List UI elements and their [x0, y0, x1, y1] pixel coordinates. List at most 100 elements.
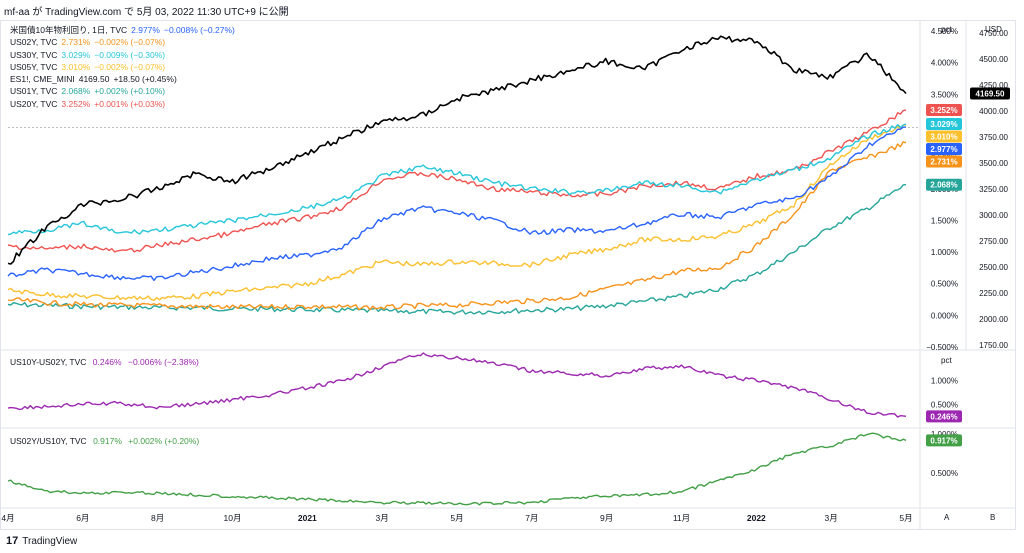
- legend-symbol: US20Y, TVC: [10, 98, 58, 109]
- x-tick-label: 2022: [747, 513, 766, 523]
- series-line-us01y: [7, 183, 907, 315]
- legend-change: +0.002% (+0.10%): [94, 86, 166, 97]
- pct-tick-label: −0.500%: [926, 343, 958, 352]
- usd-tick-label: 3750.00: [979, 133, 1008, 142]
- x-tick-label: 5月: [899, 513, 912, 523]
- pane2-legend: US10Y-US02Y, TVC 0.246% −0.006% (−2.38%): [10, 356, 203, 368]
- ratio-tag: 0.917%: [930, 436, 957, 445]
- es1-tag-bg: [970, 87, 1010, 100]
- legend-symbol: US01Y, TVC: [10, 86, 58, 97]
- legend-row: US30Y, TVC 3.029% −0.009% (−0.30%): [10, 49, 239, 61]
- us01y-tag: 2.068%: [930, 181, 957, 190]
- usd-tick-label: 2250.00: [979, 289, 1008, 298]
- es1-tag: 4169.50: [976, 89, 1005, 98]
- legend-symbol: US10Y-US02Y, TVC: [10, 357, 87, 367]
- pct-tick-label: 1.000%: [931, 248, 958, 257]
- x-tick-label: 8月: [151, 513, 164, 523]
- us05y-tag: 3.010%: [930, 133, 957, 142]
- us20y-tag-bg: [926, 103, 962, 116]
- legend-value: 2.068%: [61, 86, 91, 97]
- auto-scale-button[interactable]: A: [944, 513, 950, 522]
- ratio-tag-bg: [926, 434, 962, 447]
- pane2-tick-label: 0.500%: [931, 400, 958, 409]
- pane3-tick-label: 0.500%: [931, 469, 958, 478]
- legend-row: US02Y, TVC 2.731% −0.002% (−0.07%): [10, 36, 239, 48]
- legend-symbol: US02Y, TVC: [10, 37, 58, 48]
- legend-spread: US10Y-US02Y, TVC 0.246% −0.006% (−2.38%): [10, 356, 203, 368]
- series-line-spread: [7, 352, 907, 418]
- legend-row: US01Y, TVC 2.068% +0.002% (+0.10%): [10, 85, 239, 97]
- legend-change: +0.002% (+0.20%): [128, 436, 200, 446]
- pct-tick-label: 4.000%: [931, 59, 958, 68]
- legend-change: −0.002% (−0.07%): [94, 37, 166, 48]
- usd-tick-label: 4750.00: [979, 29, 1008, 38]
- usd-tick-label: 3500.00: [979, 159, 1008, 168]
- legend-value: 3.029%: [61, 49, 91, 60]
- legend-change: −0.008% (−0.27%): [163, 25, 235, 35]
- pct-tick-label: 3.500%: [931, 90, 958, 99]
- usd-tick-label: 4250.00: [979, 81, 1008, 90]
- legend-value: 0.246%: [92, 357, 122, 367]
- series-line-us02y: [7, 141, 907, 311]
- x-tick-label: 2021: [298, 513, 317, 523]
- usd-scale-button[interactable]: USD: [985, 25, 1002, 34]
- pane3-legend: US02Y/US10Y, TVC 0.917% +0.002% (+0.20%): [10, 435, 203, 447]
- x-tick-label: 3月: [376, 513, 389, 523]
- series-line-us30y: [7, 123, 907, 236]
- series-line-es1: [7, 35, 907, 265]
- usd-tick-label: 4000.00: [979, 107, 1008, 116]
- pane2-tick-label: 1.000%: [931, 377, 958, 386]
- us02y-tag-bg: [926, 155, 962, 168]
- usd-tick-label: 2750.00: [979, 237, 1008, 246]
- legend-value: 2.977%: [131, 25, 160, 35]
- us01y-tag-bg: [926, 178, 962, 191]
- pct-tick-label: 4.500%: [931, 27, 958, 36]
- series-line-us10y: [7, 126, 907, 282]
- us05y-tag-bg: [926, 130, 962, 143]
- legend-row: ES1!, CME_MINI 4169.50 +18.50 (+0.45%): [10, 73, 239, 85]
- x-tick-label: 10月: [224, 513, 242, 523]
- legend-symbol: US05Y, TVC: [10, 61, 58, 72]
- legend-change: −0.009% (−0.30%): [94, 49, 166, 60]
- us02y-tag: 2.731%: [930, 158, 957, 167]
- pct-scale-button[interactable]: pct: [941, 25, 952, 34]
- pane1-legend: 米国債10年物利回り, 1日, TVC 2.977% −0.008% (−0.27%…: [10, 24, 239, 110]
- legend-value: 3.252%: [61, 98, 91, 109]
- us30y-tag-bg: [926, 118, 962, 131]
- usd-tick-label: 2000.00: [979, 315, 1008, 324]
- x-tick-label: 6月: [76, 513, 89, 523]
- pct-tick-label: 0.000%: [931, 311, 958, 320]
- usd-tick-label: 1750.00: [979, 341, 1008, 350]
- legend-row: 米国債10年物利回り, 1日, TVC 2.977% −0.008% (−0.27%…: [10, 24, 239, 36]
- usd-tick-label: 3250.00: [979, 185, 1008, 194]
- b-scale-button[interactable]: B: [990, 513, 996, 522]
- x-tick-label: 7月: [525, 513, 538, 523]
- legend-row: US20Y, TVC 3.252% +0.001% (+0.03%): [10, 98, 239, 110]
- x-tick-label: 9月: [600, 513, 613, 523]
- us20y-tag: 3.252%: [930, 106, 957, 115]
- legend-value: 3.010%: [61, 61, 91, 72]
- legend-value: 2.731%: [61, 37, 91, 48]
- tradingview-logo[interactable]: 17 TradingView: [6, 535, 77, 547]
- legend-change: +0.001% (+0.03%): [94, 98, 166, 109]
- usd-tick-label: 4500.00: [979, 55, 1008, 64]
- us10y-tag: 2.977%: [930, 145, 957, 154]
- legend-ratio: US02Y/US10Y, TVC 0.917% +0.002% (+0.20%): [10, 435, 203, 447]
- usd-tick-label: 3000.00: [979, 211, 1008, 220]
- legend-change: −0.002% (−0.07%): [94, 61, 166, 72]
- tradingview-logo-icon: 17: [6, 535, 19, 547]
- publish-header: mf-aa が TradingView.com で 5月 03, 2022 11…: [4, 7, 289, 18]
- x-tick-label: 5月: [450, 513, 463, 523]
- legend-row: US05Y, TVC 3.010% −0.002% (−0.07%): [10, 61, 239, 73]
- tradingview-logo-text: TradingView: [22, 535, 78, 547]
- spread-tag-bg: [926, 410, 962, 423]
- chart-frame: [0, 20, 1016, 530]
- series-line-us20y: [7, 109, 907, 253]
- pct-scale-button-2[interactable]: pct: [941, 356, 952, 365]
- us30y-tag: 3.029%: [930, 120, 957, 129]
- x-tick-label: 3月: [825, 513, 838, 523]
- pct-tick-label: 1.500%: [931, 217, 958, 226]
- legend-symbol: 米国債10年物利回り, 1日, TVC: [10, 25, 128, 35]
- legend-value: 0.917%: [93, 436, 122, 446]
